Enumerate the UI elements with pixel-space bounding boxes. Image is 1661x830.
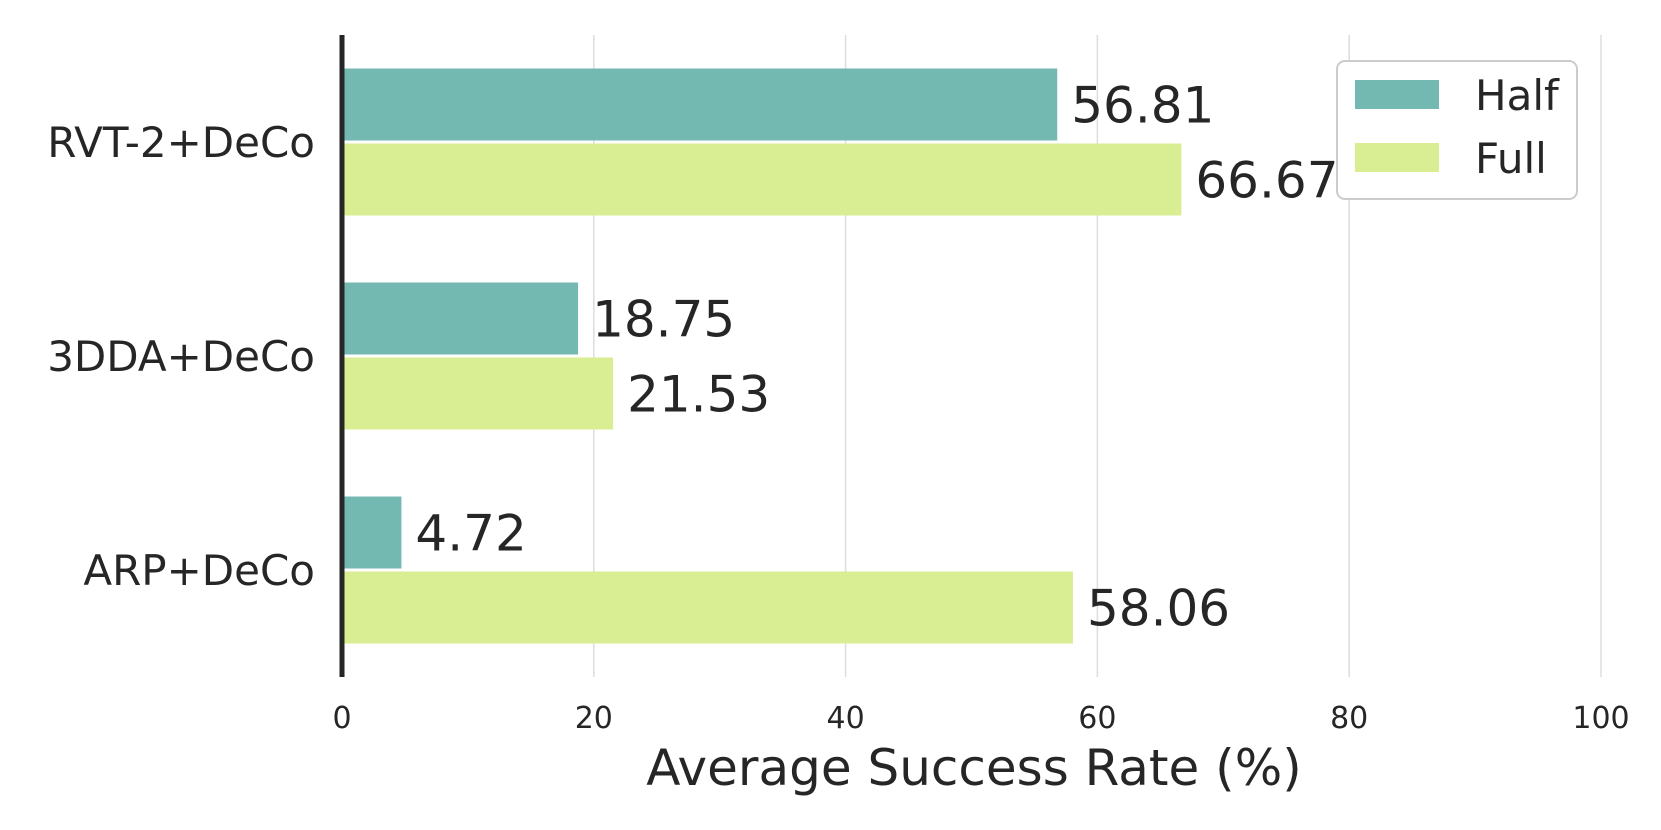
- bar-half-1: [342, 68, 1058, 141]
- x-tick-label: 40: [827, 701, 865, 736]
- data-label-half-3: 4.72: [415, 505, 526, 563]
- data-label-half-1: 56.81: [1071, 77, 1214, 135]
- bar-full-2: [342, 357, 614, 430]
- bar-half-3: [342, 496, 402, 569]
- x-tick-label: 60: [1078, 701, 1116, 736]
- bar-full-3: [342, 571, 1073, 644]
- x-tick-label: 100: [1572, 701, 1629, 736]
- bars: [342, 68, 1182, 644]
- data-label-full-2: 21.53: [627, 366, 770, 424]
- data-label-full-3: 58.06: [1087, 580, 1230, 638]
- legend-label-full: Full: [1475, 134, 1547, 183]
- legend-swatch-full: [1355, 143, 1439, 172]
- bar-half-2: [342, 282, 579, 355]
- x-tick-label: 0: [332, 701, 351, 736]
- data-labels: 56.81 66.67 18.75 21.53 4.72 58.06: [415, 77, 1338, 638]
- x-axis-title: Average Success Rate (%): [646, 739, 1301, 797]
- data-label-full-1: 66.67: [1195, 152, 1338, 210]
- x-tick-label: 80: [1330, 701, 1368, 736]
- bar-full-1: [342, 143, 1182, 216]
- x-tick-label: 20: [575, 701, 613, 736]
- category-label: ARP+DeCo: [83, 546, 315, 595]
- category-label: RVT-2+DeCo: [47, 118, 315, 167]
- category-label: 3DDA+DeCo: [47, 332, 315, 381]
- legend-label-half: Half: [1475, 71, 1560, 120]
- legend: Half Full: [1336, 60, 1578, 200]
- legend-swatch-half: [1355, 80, 1439, 109]
- axes: 0 20 40 60 80 100 RVT-2+DeCo 3DDA+DeCo ARP+DeCo: [47, 35, 1630, 736]
- data-label-half-2: 18.75: [592, 291, 735, 349]
